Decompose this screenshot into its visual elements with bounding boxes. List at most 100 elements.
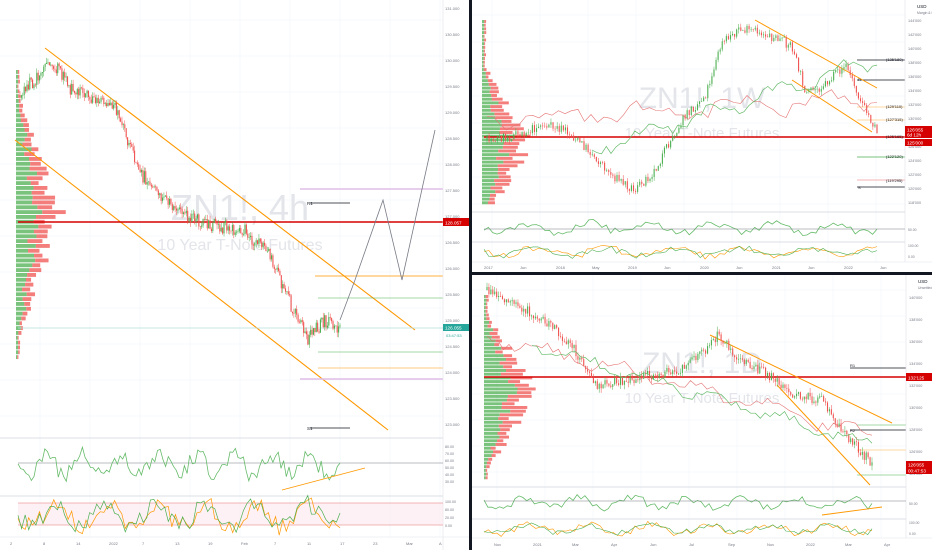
- candle-body: [122, 124, 124, 126]
- watermark-symbol: ZN1!, 4h: [171, 187, 309, 228]
- candle-body: [842, 431, 844, 433]
- candle-body: [599, 162, 602, 164]
- volume-profile-bar-sell: [487, 324, 492, 328]
- volume-profile-bar-sell: [491, 97, 503, 101]
- candle-body: [78, 89, 80, 96]
- panel-divider-horizontal[interactable]: [472, 272, 932, 275]
- volume-profile-bar-sell: [22, 311, 28, 316]
- volume-profile-bar-sell: [508, 380, 521, 384]
- candle-body: [709, 83, 711, 86]
- volume-profile-bar-sell: [491, 94, 497, 97]
- candle-body: [273, 266, 275, 269]
- candle-body: [40, 73, 42, 76]
- volume-profile-bar-buy: [482, 127, 500, 131]
- volume-profile-bar-sell: [509, 153, 529, 157]
- candle-body: [803, 396, 805, 400]
- candle-body: [262, 242, 264, 248]
- candle-body: [336, 325, 338, 333]
- candle-body: [310, 329, 312, 335]
- volume-profile-bar-sell: [488, 82, 497, 86]
- volume-profile-bar-sell: [29, 268, 42, 273]
- candle-body: [784, 384, 786, 388]
- moving-average-green: [531, 345, 873, 444]
- candle-body: [127, 137, 129, 146]
- channel-lower-line: [14, 139, 389, 431]
- volume-profile-bar-buy: [484, 391, 517, 395]
- candle-body: [329, 317, 331, 319]
- candle-body: [544, 316, 546, 324]
- candle-body: [530, 315, 533, 317]
- volume-profile-bar-buy: [484, 431, 498, 435]
- candle-body: [548, 124, 550, 128]
- candle-body: [181, 208, 183, 214]
- channel-lower-line: [776, 384, 871, 486]
- volume-profile-bar-sell: [486, 298, 489, 302]
- candle-body: [206, 219, 208, 229]
- volume-profile-bar-buy: [482, 160, 504, 164]
- candle-body: [834, 418, 836, 424]
- volume-profile-bar-buy: [484, 454, 492, 458]
- candle-body: [135, 162, 137, 163]
- candle-body: [770, 373, 772, 381]
- candle-body: [577, 137, 579, 140]
- volume-profile-bar-sell: [19, 108, 23, 113]
- volume-profile-bar-sell: [495, 182, 510, 186]
- volume-profile-bar-sell: [17, 355, 19, 360]
- candle-body: [517, 131, 519, 135]
- candle-body: [307, 334, 309, 345]
- volume-profile-bar-buy: [482, 179, 495, 183]
- candle-body: [629, 375, 631, 383]
- time-axis-tick: Nov: [767, 542, 774, 547]
- currency-label: USD: [917, 4, 927, 9]
- candle-body: [490, 289, 492, 295]
- volume-profile-bar-sell: [35, 215, 56, 219]
- candle-body: [676, 371, 678, 374]
- candle-body: [492, 139, 494, 142]
- s1-label: S1: [307, 426, 313, 431]
- candle-body: [113, 104, 115, 109]
- volume-profile-bar-sell: [490, 108, 504, 112]
- candle-body: [663, 147, 666, 154]
- candle-body: [234, 232, 236, 235]
- volume-profile-bar-buy: [482, 168, 499, 171]
- chart-panel-weekly[interactable]: ZN1!, 1W 10 Year T-Note Futures (135'180) (…: [472, 0, 932, 272]
- volume-profile-bar-sell: [486, 461, 491, 465]
- chart-panel-daily[interactable]: ZN1!, 1D 10 Year T-Note Futures R1 R2 USD Uns…: [472, 275, 932, 550]
- candle-body: [486, 135, 488, 140]
- candle-body: [741, 358, 743, 360]
- time-axis-tick: Feb: [241, 541, 249, 546]
- volume-profile-bar-buy: [16, 340, 19, 345]
- price-axis-tick: 134'000: [909, 362, 922, 366]
- volume-profile-bar-sell: [38, 224, 52, 229]
- volume-profile-bar-buy: [16, 74, 18, 79]
- candle-body: [746, 25, 748, 33]
- candle-body: [794, 396, 796, 398]
- volume-profile-bar-buy: [482, 145, 503, 149]
- panel-divider-vertical[interactable]: [469, 0, 472, 550]
- candle-body: [505, 133, 507, 140]
- candle-body: [185, 210, 187, 214]
- candle-body: [690, 106, 692, 116]
- candle-body: [612, 384, 614, 387]
- volume-profile-bar-sell: [21, 316, 26, 321]
- volume-profile-bar-buy: [484, 398, 507, 402]
- candle-body: [51, 64, 53, 67]
- candle-body: [503, 299, 505, 303]
- candle-body: [592, 377, 594, 384]
- candle-body: [724, 343, 726, 345]
- volume-profile-bar-buy: [482, 94, 492, 97]
- candle-body: [686, 110, 688, 119]
- price-axis-tick: 124.500: [445, 344, 460, 349]
- candle-body: [832, 414, 834, 419]
- candle-body: [523, 308, 525, 312]
- price-candles: [486, 282, 873, 471]
- candle-body: [293, 313, 295, 314]
- candle-body: [813, 401, 815, 403]
- chart-panel-4h[interactable]: ZN1!, 4h 10 Year T-Note Futures R1 S1 131.00…: [0, 0, 469, 550]
- volume-profile-bar-sell: [490, 446, 496, 450]
- volume-profile-bar-buy: [16, 263, 33, 268]
- candle-body: [96, 97, 98, 104]
- volume-profile-bar-sell: [485, 295, 489, 298]
- candle-body: [587, 369, 589, 372]
- candle-body: [728, 340, 730, 350]
